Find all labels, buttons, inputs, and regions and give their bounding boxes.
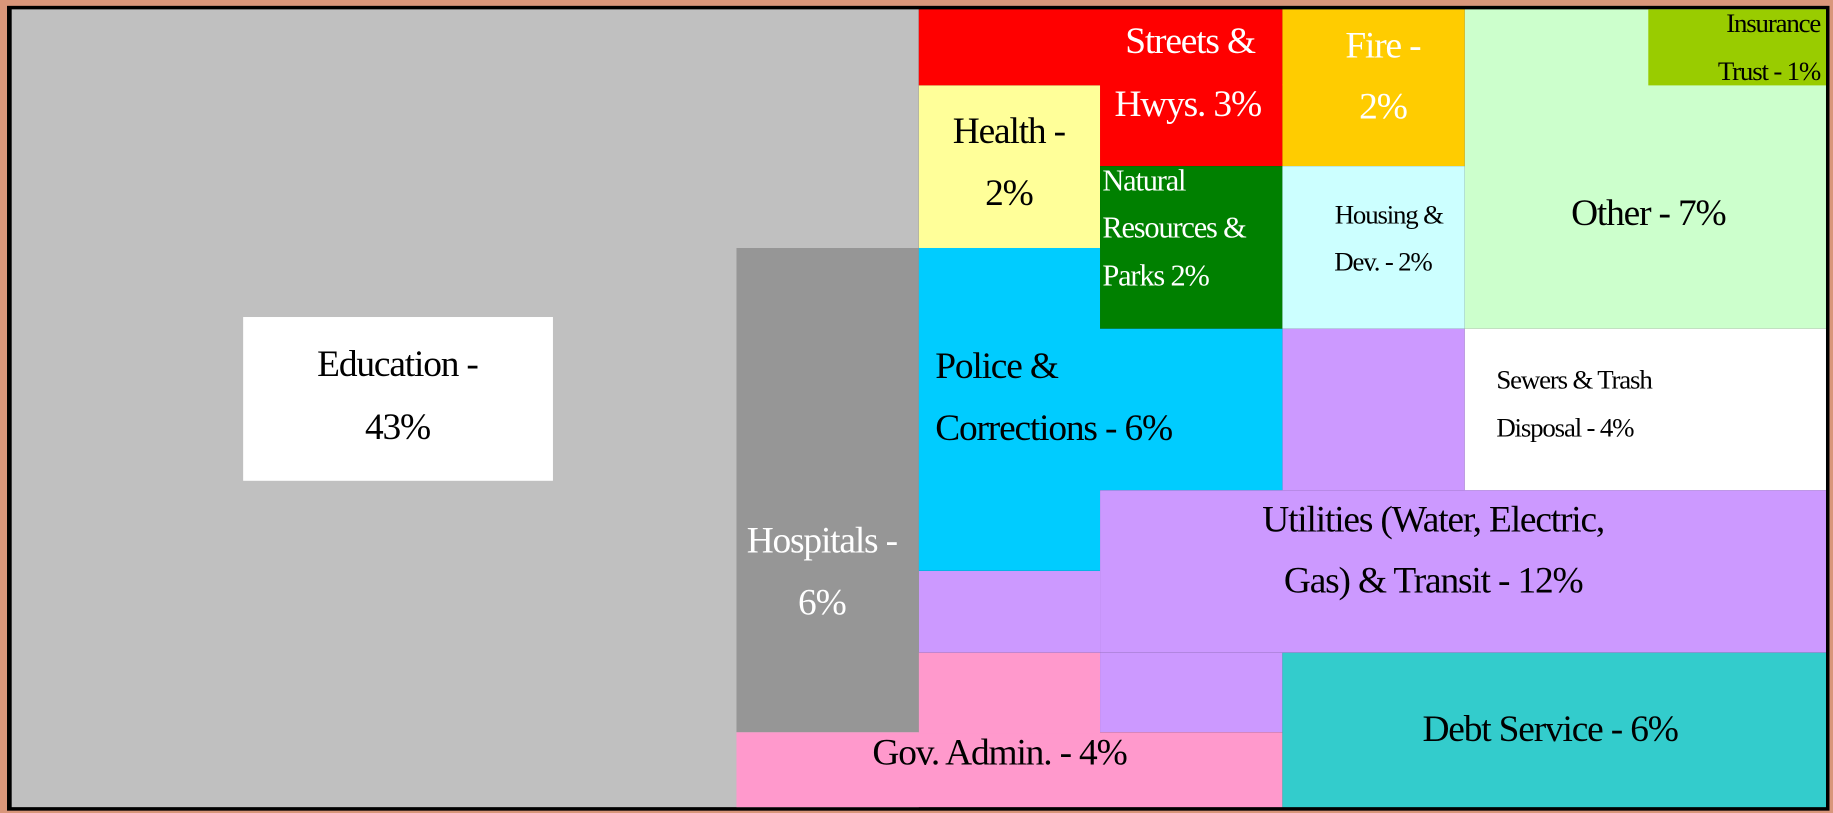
- block-shape: [918, 570, 1101, 653]
- block-shape: [1282, 328, 1465, 491]
- debt-service-block: Debt Service - 6%: [1282, 652, 1826, 808]
- label: Parks 2%: [1102, 258, 1209, 292]
- label: 6%: [798, 583, 846, 624]
- block-shape: [1282, 9, 1465, 167]
- label: Hospitals -: [747, 521, 898, 562]
- block-shape: [918, 652, 1101, 734]
- label: Housing &: [1335, 200, 1444, 230]
- label: Fire -: [1345, 26, 1421, 67]
- block-shape: [1100, 490, 1826, 653]
- block-shape: [918, 85, 1101, 248]
- police-block: Police & Corrections - 6%: [918, 247, 1283, 571]
- block-shape: [1100, 84, 1283, 167]
- label: 2%: [985, 173, 1033, 214]
- label-box: [243, 317, 553, 481]
- label: Education -: [317, 344, 478, 385]
- label: 2%: [1359, 87, 1407, 128]
- label: Insurance: [1726, 8, 1820, 38]
- label: Resources &: [1102, 210, 1247, 244]
- sewers-block: Sewers & Trash Disposal - 4%: [1464, 328, 1826, 491]
- label: Natural: [1102, 164, 1186, 198]
- hospitals-block: Hospitals - 6%: [736, 247, 919, 733]
- utilities-block: Utilities (Water, Electric, Gas) & Trans…: [918, 328, 1826, 733]
- block-shape: [1098, 328, 1283, 491]
- label: Streets &: [1125, 21, 1256, 62]
- natural-resources-block: Natural Resources & Parks 2%: [1100, 164, 1283, 329]
- block-shape: [1100, 166, 1283, 329]
- label: Gas) & Transit - 12%: [1284, 560, 1583, 601]
- block-shape: [736, 732, 1283, 808]
- label: Debt Service - 6%: [1422, 709, 1677, 750]
- fire-block: Fire - 2%: [1282, 9, 1465, 167]
- label: Sewers & Trash: [1496, 365, 1653, 395]
- label: Dev. - 2%: [1334, 247, 1432, 277]
- health-block: Health - 2%: [918, 85, 1101, 248]
- block-shape: [1282, 652, 1826, 808]
- label: Health -: [953, 111, 1066, 152]
- gov-admin-block: Gov. Admin. - 4%: [736, 652, 1283, 808]
- block-shape: [1464, 328, 1826, 491]
- block-shape: [918, 9, 1283, 86]
- insurance-block: Insurance Trust - 1%: [1648, 8, 1826, 86]
- label: Gov. Admin. - 4%: [872, 732, 1126, 773]
- block-shape: [918, 247, 1101, 571]
- block-shape: [1282, 166, 1465, 329]
- housing-block: Housing & Dev. - 2%: [1282, 166, 1465, 329]
- label: 43%: [365, 407, 430, 448]
- label: Utilities (Water, Electric,: [1262, 499, 1604, 540]
- block-shape: [1648, 9, 1826, 86]
- label: Hwys. 3%: [1114, 84, 1260, 125]
- streets-block: Streets & Hwys. 3%: [918, 9, 1283, 167]
- block-shape: [736, 247, 919, 733]
- label: Police &: [935, 346, 1059, 387]
- label: Other - 7%: [1571, 193, 1725, 234]
- label: Corrections - 6%: [935, 408, 1172, 449]
- label: Disposal - 4%: [1496, 413, 1634, 443]
- label: Trust - 1%: [1718, 56, 1821, 86]
- block-shape: [1100, 652, 1283, 733]
